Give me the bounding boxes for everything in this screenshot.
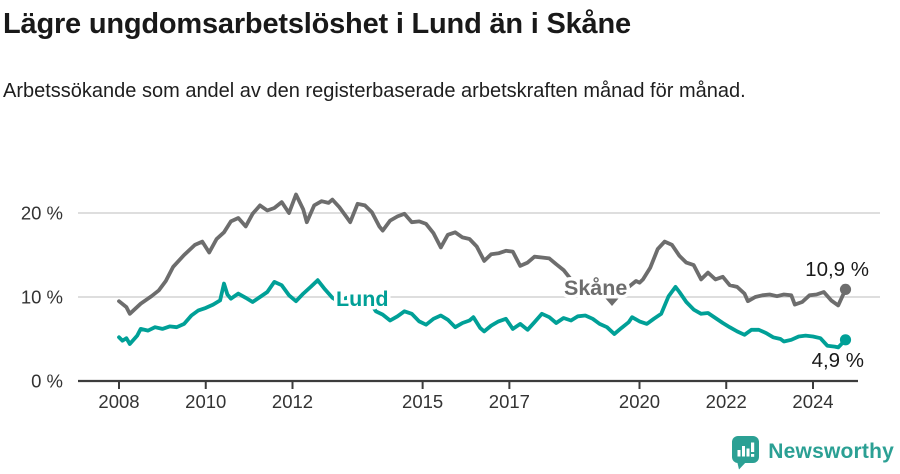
y-tick-label-20: 20 % [21, 203, 63, 224]
x-tick-label-2022: 2022 [706, 391, 747, 412]
x-tick-label-2015: 2015 [402, 391, 443, 412]
x-tick-label-2024: 2024 [792, 391, 833, 412]
newsworthy-wordmark: Newsworthy [768, 440, 894, 463]
x-tick-label-2012: 2012 [272, 391, 313, 412]
skane-pointer-triangle-icon [605, 298, 619, 306]
end-dot-skane [839, 283, 852, 295]
page-title: Lägre ungdomsarbetslöshet i Lund än i Sk… [3, 8, 631, 40]
lund-end-value-label: 4,9 % [812, 349, 864, 372]
series-label-skane: Skåne [564, 276, 627, 300]
chart-subtitle: Arbetssökande som andel av den registerb… [3, 80, 746, 102]
newsworthy-logo-icon [732, 436, 760, 470]
newsworthy-logo: Newsworthy [730, 434, 894, 470]
x-tick-label-2017: 2017 [489, 391, 530, 412]
series-line-lund [117, 278, 848, 350]
x-tick-label-2020: 2020 [619, 391, 660, 412]
skane-end-value-label: 10,9 % [805, 258, 869, 281]
end-dot-lund [839, 334, 852, 346]
x-tick-label-2010: 2010 [185, 391, 226, 412]
y-tick-label-0: 0 % [31, 371, 63, 392]
y-tick-label-10: 10 % [21, 287, 63, 308]
x-tick-label-2008: 2008 [98, 391, 139, 412]
series-label-lund: Lund [336, 287, 389, 311]
series-line-skane [117, 192, 848, 316]
